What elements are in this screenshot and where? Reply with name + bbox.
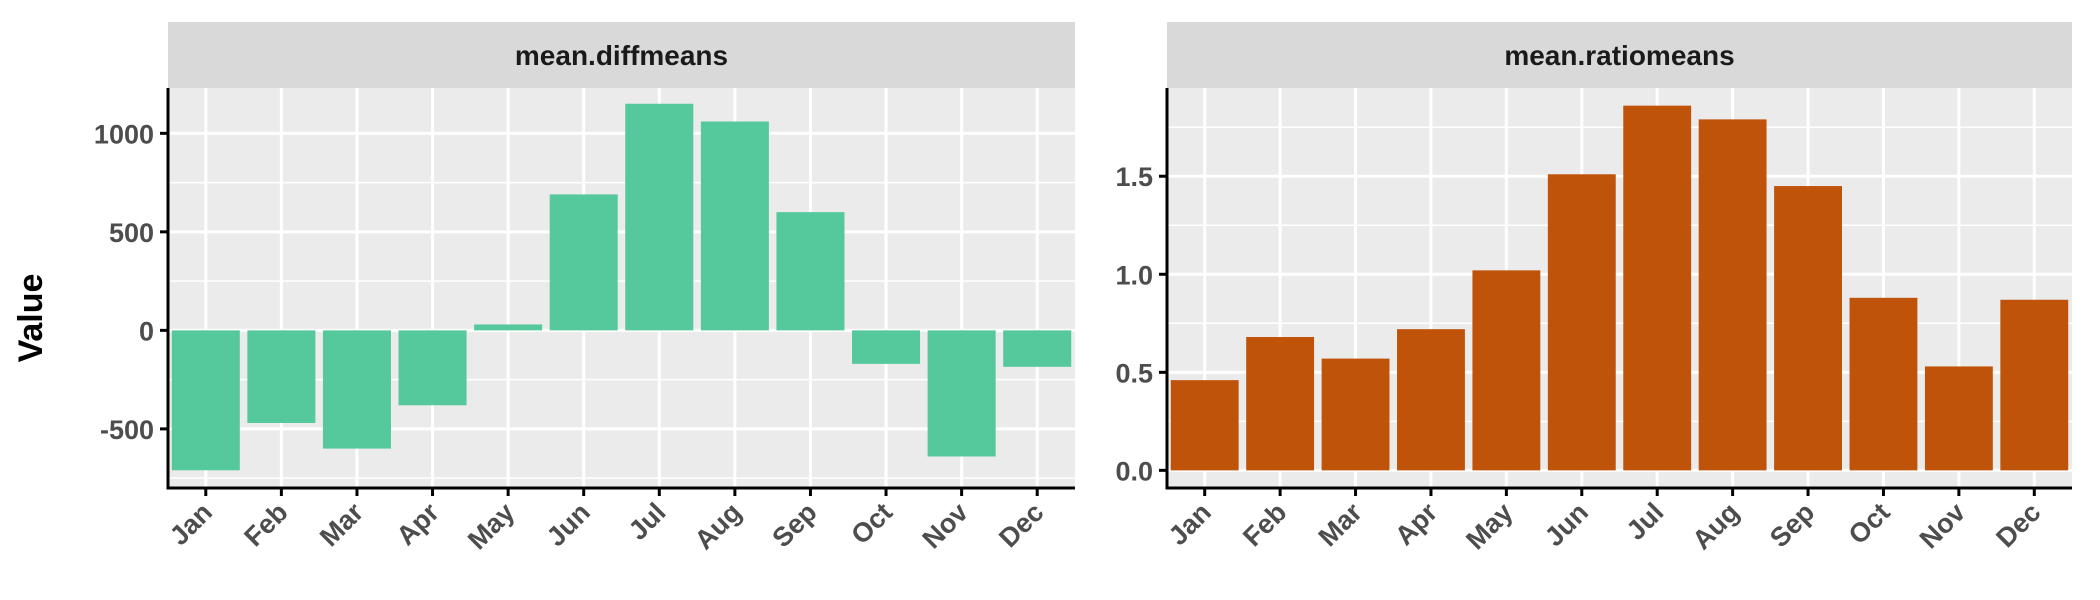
bar-oct (852, 330, 921, 364)
bar-apr (1397, 329, 1465, 471)
x-tick-label: May (462, 497, 520, 555)
bar-sep (776, 212, 845, 331)
x-tick-label: Apr (391, 497, 445, 551)
bar-dec (2000, 299, 2069, 471)
bar-jul (1623, 105, 1692, 471)
x-tick-label: Aug (689, 497, 747, 555)
x-tick-label: Jan (164, 497, 218, 551)
bar-mar (1321, 358, 1390, 471)
x-tick-label: Jun (1539, 497, 1594, 552)
bar-jun (1547, 174, 1616, 471)
x-tick-label: Oct (1843, 497, 1896, 550)
plot-panel-background (168, 88, 1075, 488)
x-tick-label: Nov (1914, 497, 1971, 554)
y-tick-label: 1.5 (1115, 162, 1153, 192)
y-tick-label: 0 (139, 316, 154, 346)
y-tick-label: 1.0 (1115, 260, 1153, 290)
bar-nov (927, 330, 996, 457)
x-tick-label: Jan (1163, 497, 1217, 551)
x-tick-label: Jun (541, 497, 596, 552)
bar-jan (171, 330, 240, 471)
bar-feb (247, 330, 316, 423)
bar-dec (1003, 330, 1072, 367)
bar-feb (1246, 337, 1315, 471)
bar-aug (700, 121, 769, 331)
x-tick-label: Sep (1764, 497, 1820, 553)
facet-strip (1167, 22, 2072, 88)
bar-aug (1698, 119, 1767, 471)
bar-jul (625, 103, 694, 331)
x-tick-label: Feb (1237, 497, 1292, 552)
facet-strip-title: mean.ratiomeans (1504, 40, 1734, 71)
x-tick-label: Aug (1687, 497, 1745, 555)
facet-strip-title: mean.diffmeans (515, 40, 728, 71)
y-tick-label: 0.0 (1115, 456, 1153, 486)
x-tick-label: Sep (766, 497, 822, 553)
bar-jan (1170, 380, 1239, 471)
x-tick-label: Jul (1621, 497, 1670, 546)
y-tick-label: 500 (109, 218, 154, 248)
y-axis-title: Value (12, 274, 50, 363)
panels: mean.diffmeans -500 0 500 1000 Jan Feb Mar Apr Ma… (94, 22, 2072, 555)
bar-jun (549, 194, 618, 331)
bar-may (474, 324, 543, 331)
facet-strip (168, 22, 1075, 88)
x-tick-label: Mar (314, 497, 370, 553)
panel-2: mean.ratiomeans 0.0 0.5 1.0 1.5 Jan Feb Mar Apr M… (1115, 22, 2072, 555)
x-tick-label: Mar (1313, 497, 1369, 553)
x-tick-label: Oct (845, 497, 898, 550)
bar-nov (1924, 366, 1993, 471)
x-tick-label: Jul (623, 497, 672, 546)
bar-may (1472, 270, 1541, 471)
x-tick-label: Apr (1389, 497, 1443, 551)
bar-sep (1774, 186, 1842, 471)
bar-apr (398, 330, 467, 406)
x-tick-label: Dec (1990, 497, 2046, 553)
panel-1: mean.diffmeans -500 0 500 1000 Jan Feb Mar Apr Ma… (94, 22, 1075, 555)
x-tick-label: May (1460, 497, 1518, 555)
y-tick-label: -500 (100, 415, 154, 445)
y-tick-label: 0.5 (1115, 358, 1153, 388)
bar-mar (322, 330, 391, 449)
x-tick-label: Feb (238, 497, 293, 552)
bar-oct (1849, 297, 1918, 471)
x-tick-label: Dec (993, 497, 1049, 553)
x-tick-label: Nov (917, 497, 974, 554)
y-tick-label: 1000 (94, 119, 154, 149)
